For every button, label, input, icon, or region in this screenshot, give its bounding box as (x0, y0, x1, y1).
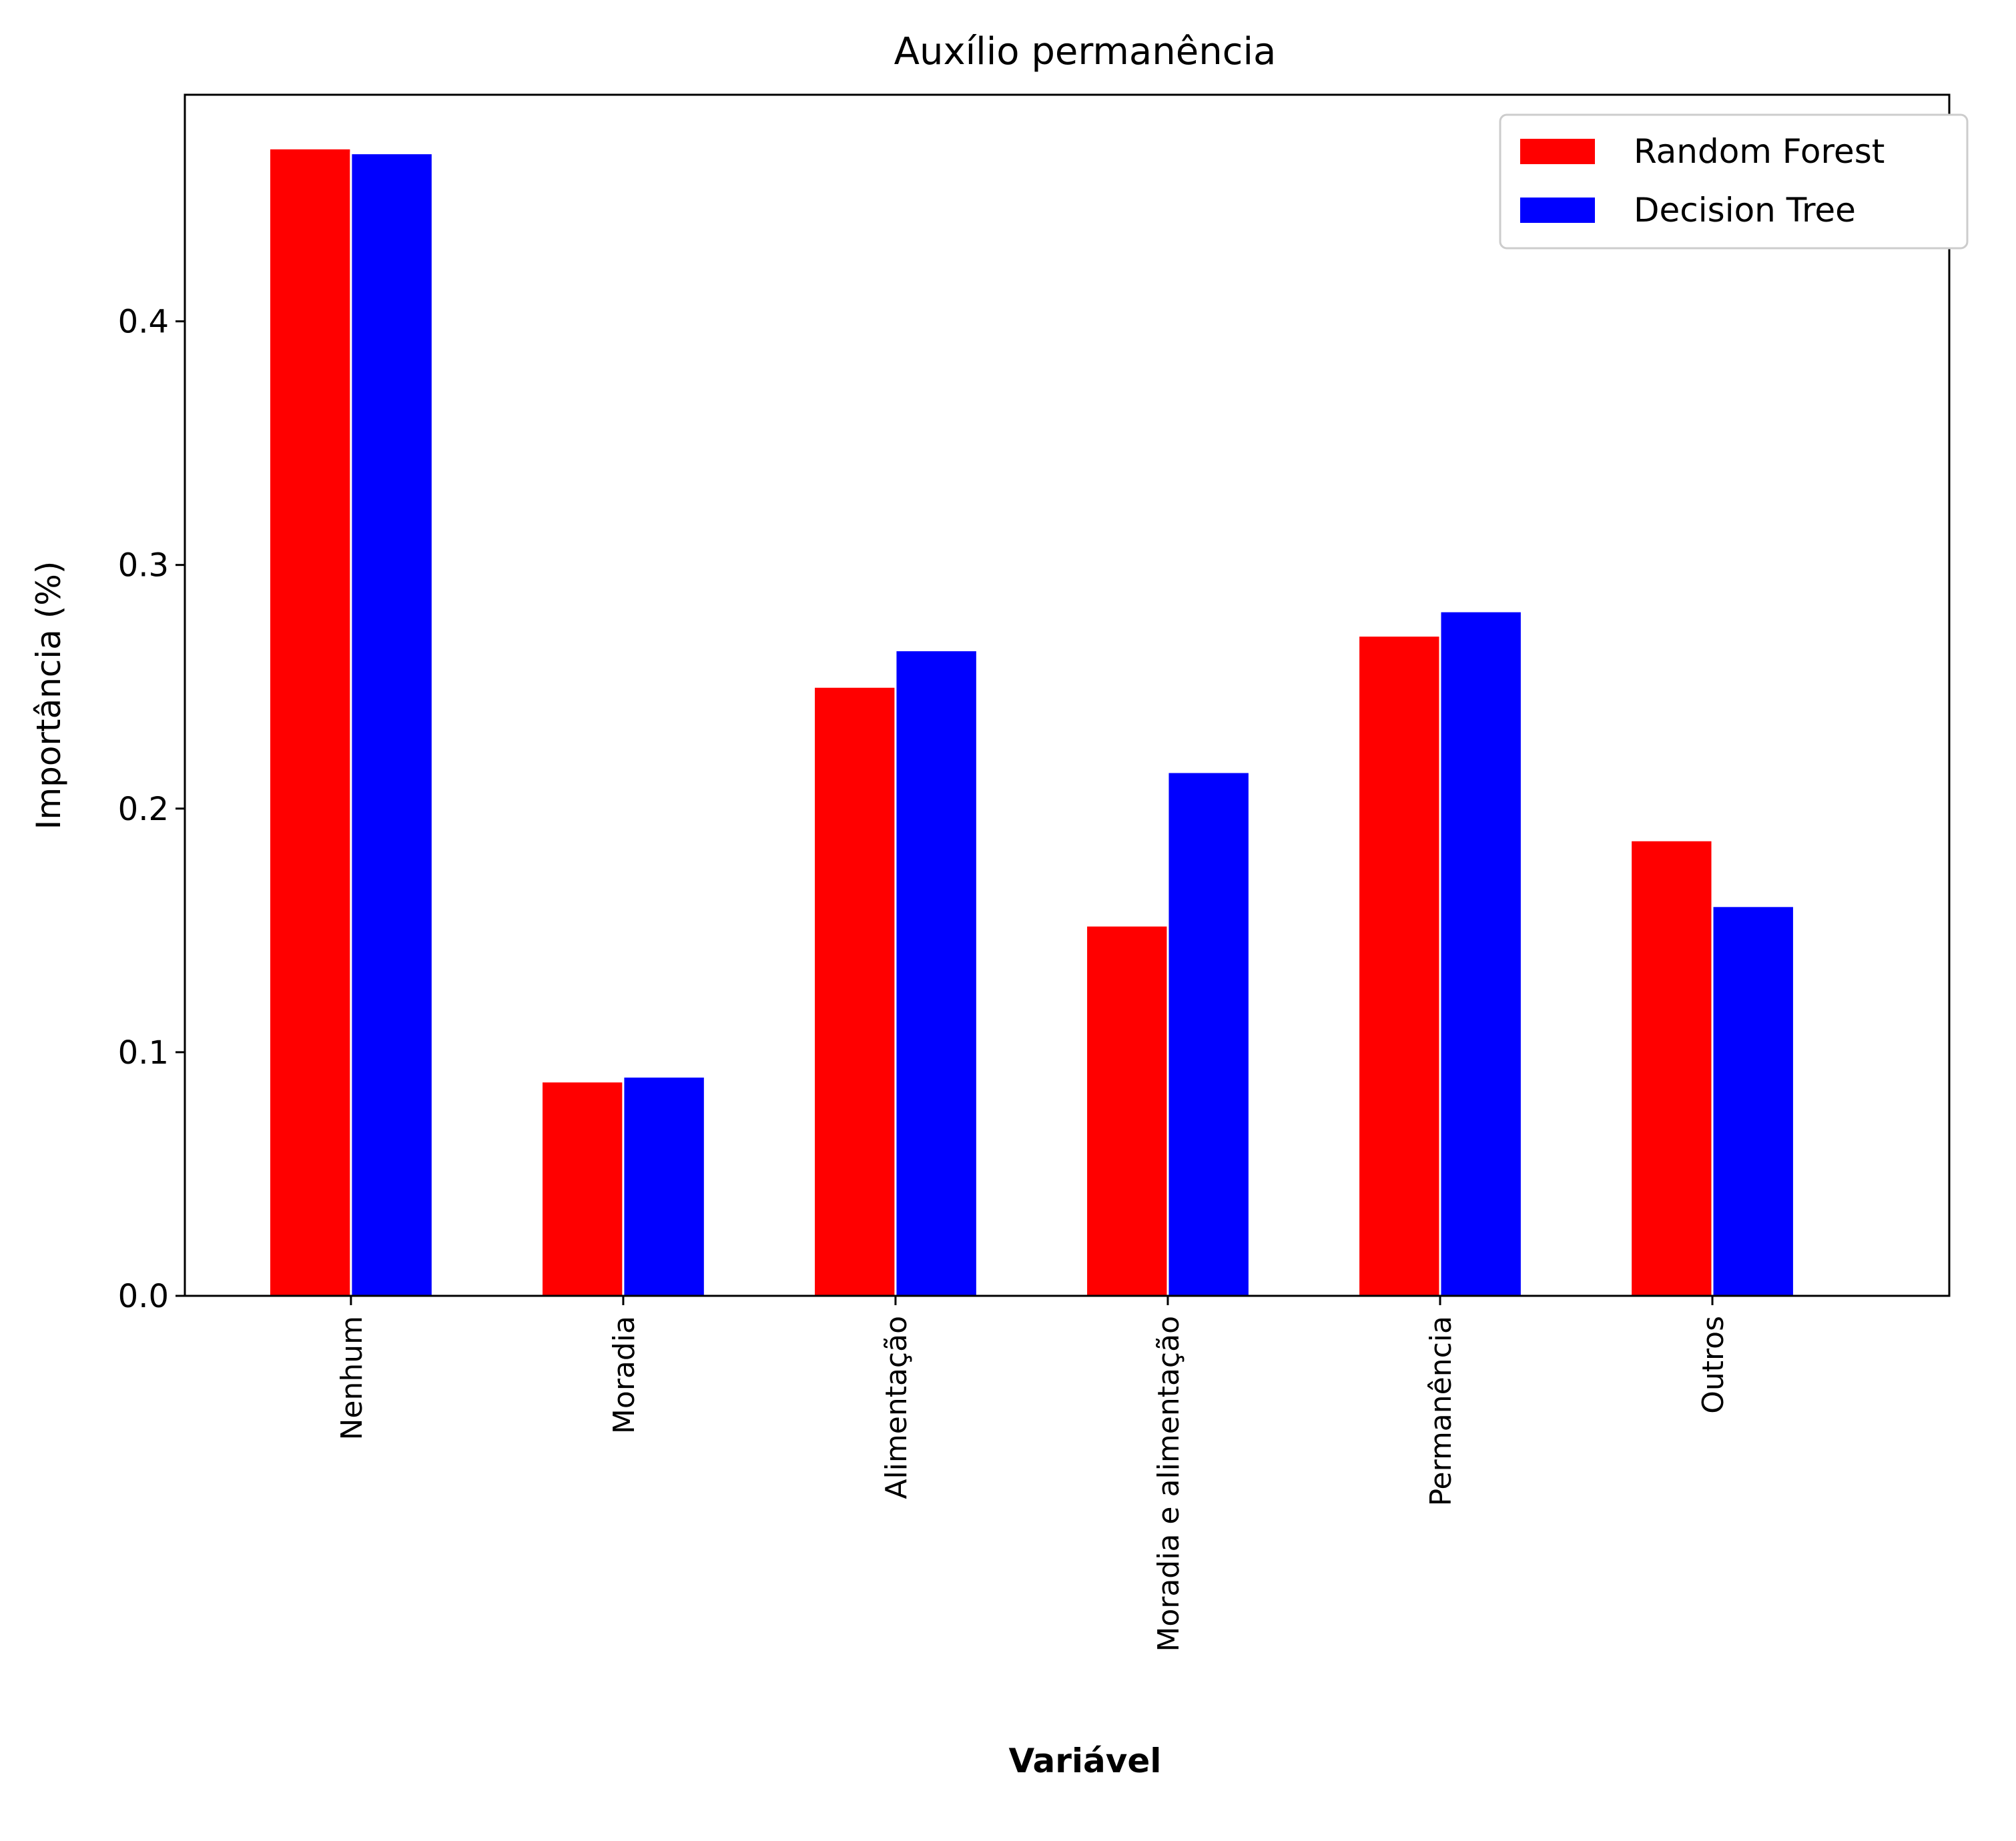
legend-label-random-forest: Random Forest (1634, 132, 1885, 171)
bar-random-forest-3 (1085, 924, 1169, 1297)
x-tick-label: Alimentação (880, 1316, 914, 1499)
x-axis-label: Variável (1009, 1742, 1162, 1780)
y-tick-label: 0.4 (118, 304, 169, 341)
legend: Random Forest Decision Tree (1499, 113, 1969, 250)
y-tick-label: 0.1 (118, 1034, 169, 1072)
x-tick-label: Permanência (1424, 1316, 1458, 1506)
bar-decision-tree-0 (350, 152, 434, 1297)
x-tick-label: Moradia (607, 1316, 641, 1434)
x-tick-label: Nenhum (335, 1316, 369, 1441)
y-axis: 0.0 0.1 0.2 0.3 0.4 (118, 304, 185, 1315)
bar-random-forest-4 (1357, 635, 1441, 1297)
bar-random-forest-1 (541, 1080, 625, 1297)
bar-decision-tree-1 (622, 1075, 706, 1297)
plot-frame (184, 93, 1951, 1297)
y-tick-label: 0.2 (118, 791, 169, 828)
bar-random-forest-2 (813, 685, 897, 1297)
x-tick-label: Moradia e alimentação (1152, 1316, 1186, 1652)
legend-label-decision-tree: Decision Tree (1634, 191, 1856, 230)
bar-decision-tree-3 (1166, 771, 1251, 1297)
legend-frame (1499, 113, 1969, 250)
x-tick-label: Outros (1696, 1316, 1730, 1414)
chart-title: Auxílio permanência (894, 30, 1277, 73)
bar-decision-tree-2 (894, 649, 978, 1297)
y-tick-label: 0.3 (118, 547, 169, 585)
legend-swatch-random-forest (1520, 139, 1595, 164)
bar-random-forest-0 (268, 147, 352, 1297)
bar-decision-tree-4 (1439, 610, 1523, 1297)
legend-swatch-decision-tree (1520, 198, 1595, 223)
y-tick-label: 0.0 (118, 1278, 169, 1315)
y-axis-label: Importância (%) (29, 561, 68, 830)
bar-decision-tree-5 (1711, 905, 1795, 1297)
bars-group (268, 147, 1795, 1297)
bar-random-forest-5 (1630, 839, 1714, 1297)
x-axis: Nenhum Moradia Alimentação Moradia e alimen… (335, 1296, 1730, 1652)
